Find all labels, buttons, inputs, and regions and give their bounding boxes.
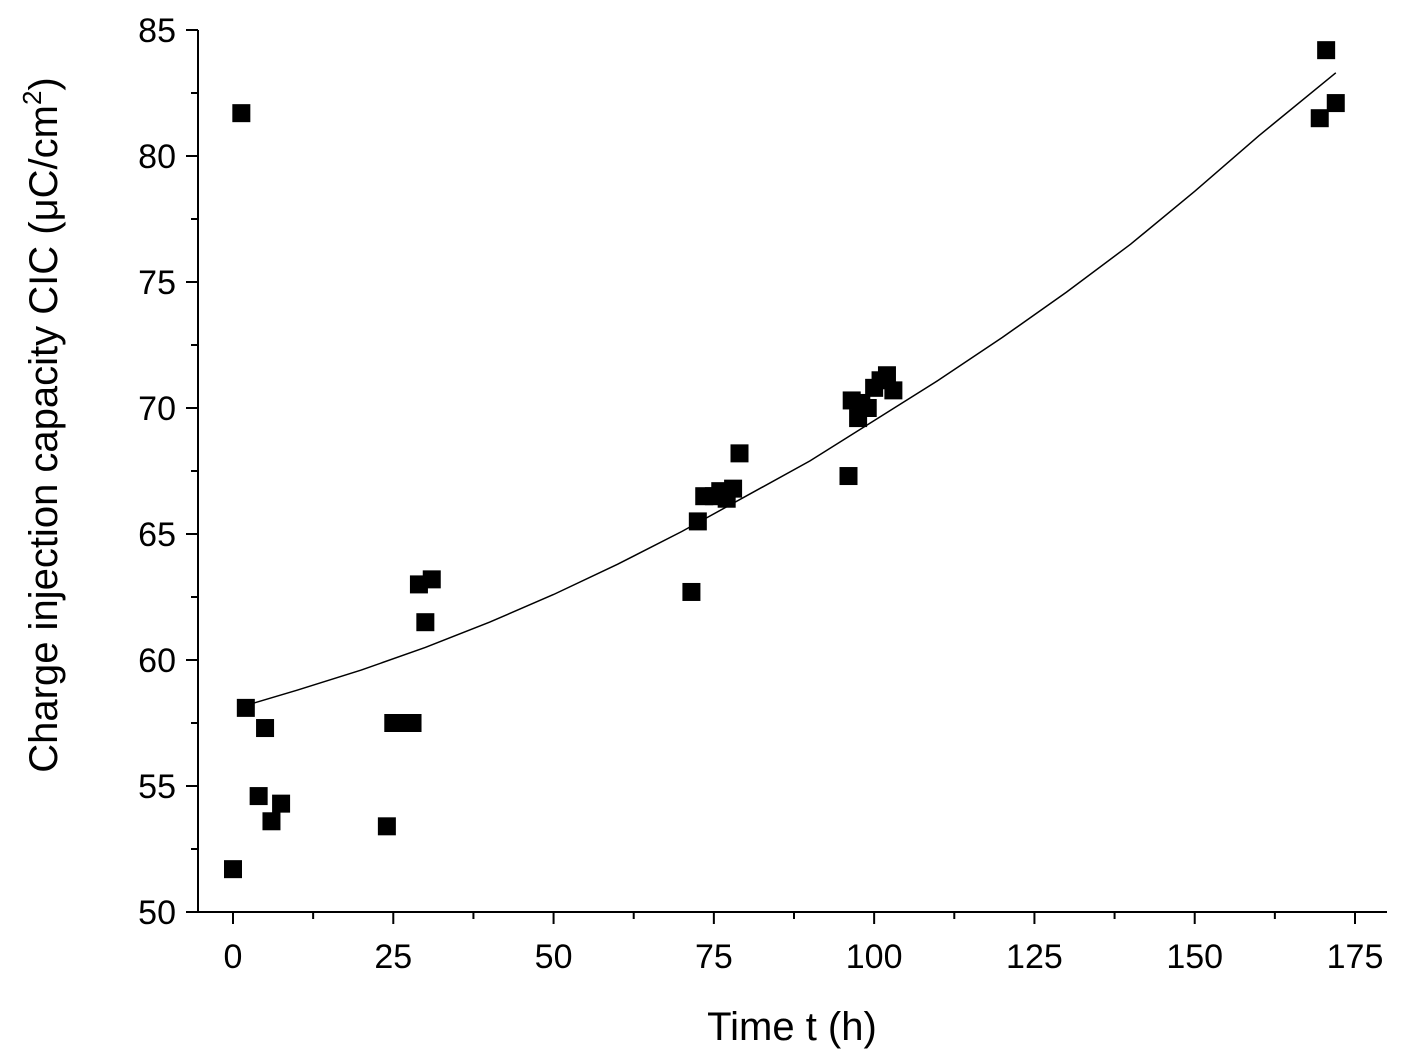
x-ticks: 0 25 50 75 100 125 150 175 <box>224 912 1384 976</box>
y-axis-title-superscript: 2 <box>17 91 47 105</box>
data-point <box>682 582 701 601</box>
data-points <box>224 41 1345 879</box>
data-point <box>839 467 858 486</box>
y-axis-title: Charge injection capacity CIC (μC/cm2) <box>17 77 66 773</box>
x-tick-label: 100 <box>846 938 903 976</box>
y-tick-label: 80 <box>138 138 176 176</box>
x-tick-label: 25 <box>374 938 412 976</box>
data-point <box>1317 41 1336 60</box>
y-axis-title-main: Charge injection capacity CIC (μC/cm <box>22 105 66 773</box>
data-point <box>416 613 435 632</box>
data-point <box>858 399 877 417</box>
data-point <box>249 787 268 806</box>
y-tick-label: 75 <box>138 264 176 302</box>
data-point <box>232 104 251 123</box>
y-axis-title-close: ) <box>22 77 66 90</box>
x-axis-title: Time t (h) <box>707 1005 877 1049</box>
data-point <box>1326 94 1345 113</box>
fit-line <box>245 72 1337 707</box>
data-point <box>688 512 707 531</box>
y-tick-label: 65 <box>138 516 176 554</box>
data-point <box>1310 109 1329 128</box>
data-point <box>224 860 242 879</box>
data-point <box>877 366 896 385</box>
y-tick-label: 50 <box>138 894 176 932</box>
data-point <box>403 714 422 732</box>
y-ticks: 50 55 60 65 70 75 80 85 <box>138 12 198 932</box>
data-point <box>256 719 275 738</box>
x-tick-label: 75 <box>695 938 733 976</box>
data-point <box>262 812 281 831</box>
x-tick-label: 50 <box>535 938 573 976</box>
x-tick-label: 175 <box>1327 938 1384 976</box>
data-point <box>377 817 396 836</box>
data-point <box>730 444 749 463</box>
y-tick-label: 60 <box>138 642 176 680</box>
x-tick-label: 0 <box>224 938 243 976</box>
data-point <box>236 698 255 717</box>
data-point <box>724 479 743 498</box>
x-tick-label: 125 <box>1006 938 1063 976</box>
data-point <box>272 794 291 813</box>
data-point <box>422 570 441 589</box>
y-tick-label: 85 <box>138 12 176 50</box>
data-point <box>884 381 903 400</box>
y-tick-label: 55 <box>138 768 176 806</box>
fit-line-group <box>245 72 1337 707</box>
y-tick-label: 70 <box>138 390 176 428</box>
x-tick-label: 150 <box>1166 938 1223 976</box>
